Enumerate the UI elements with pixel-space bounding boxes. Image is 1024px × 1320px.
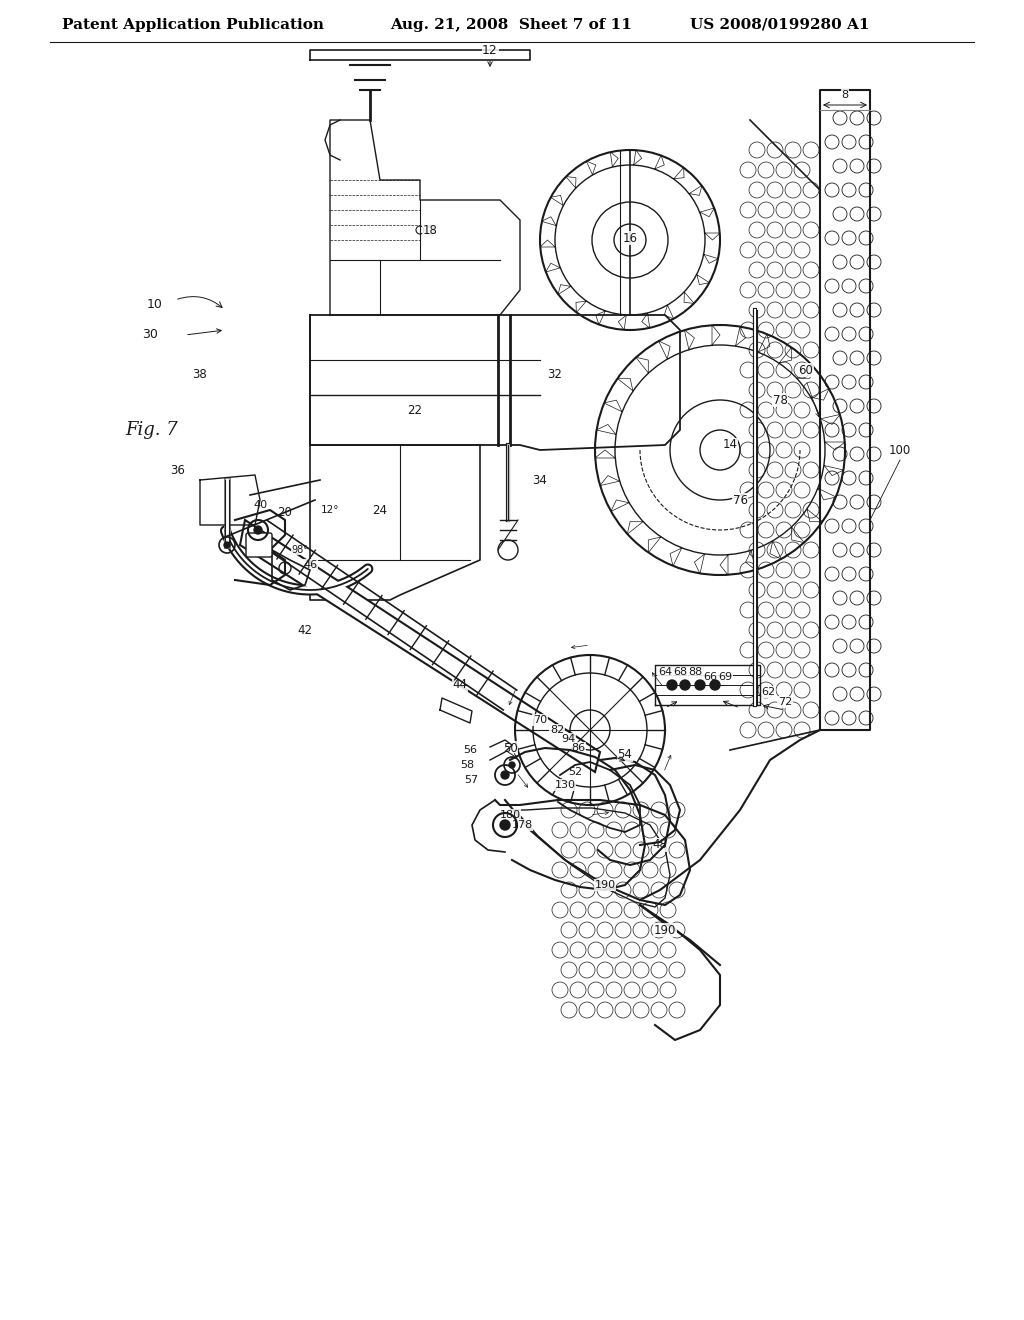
Text: 18: 18	[423, 223, 437, 236]
Text: 78: 78	[772, 393, 787, 407]
Circle shape	[509, 762, 515, 768]
Text: Patent Application Publication: Patent Application Publication	[62, 18, 324, 32]
Text: 178: 178	[511, 820, 532, 830]
Text: 62: 62	[761, 686, 775, 697]
Text: 190: 190	[653, 924, 676, 936]
Text: 12: 12	[482, 44, 498, 57]
Text: 12°: 12°	[321, 506, 339, 515]
Text: 60: 60	[799, 363, 813, 376]
Text: US 2008/0199280 A1: US 2008/0199280 A1	[690, 18, 869, 32]
Text: 66: 66	[703, 672, 717, 682]
Text: 52: 52	[568, 767, 582, 777]
Text: 40: 40	[253, 500, 267, 510]
Circle shape	[680, 680, 690, 690]
Text: 88: 88	[688, 667, 702, 677]
Text: 72: 72	[778, 697, 793, 708]
Text: Aug. 21, 2008  Sheet 7 of 11: Aug. 21, 2008 Sheet 7 of 11	[390, 18, 632, 32]
Text: 10: 10	[147, 298, 163, 312]
Text: 46: 46	[303, 560, 317, 570]
Text: 36: 36	[171, 463, 185, 477]
Polygon shape	[240, 520, 600, 772]
Text: 30: 30	[142, 329, 158, 342]
Text: 94: 94	[561, 734, 575, 744]
Text: 69: 69	[718, 672, 732, 682]
Text: 76: 76	[732, 494, 748, 507]
Circle shape	[254, 525, 262, 535]
Circle shape	[501, 771, 509, 779]
Text: 130: 130	[555, 780, 575, 789]
Text: 86: 86	[571, 743, 585, 752]
Text: 54: 54	[617, 748, 633, 762]
Text: 34: 34	[532, 474, 548, 487]
Text: 16: 16	[623, 231, 638, 244]
Text: 100: 100	[889, 444, 911, 457]
Circle shape	[667, 680, 677, 690]
Text: 58: 58	[460, 760, 474, 770]
Text: 38: 38	[193, 368, 208, 381]
Circle shape	[500, 820, 510, 830]
Text: 14: 14	[723, 438, 737, 451]
Text: 180: 180	[500, 810, 520, 820]
Text: Fig. 7: Fig. 7	[125, 421, 178, 440]
Text: 57: 57	[464, 775, 478, 785]
Text: 56: 56	[463, 744, 477, 755]
Text: 64: 64	[658, 667, 672, 677]
Text: 44: 44	[453, 678, 468, 692]
Text: 8: 8	[842, 90, 849, 100]
Text: 48: 48	[652, 838, 668, 851]
Text: 82: 82	[550, 725, 564, 735]
FancyBboxPatch shape	[246, 533, 272, 557]
Text: 190: 190	[595, 880, 615, 890]
Text: 22: 22	[408, 404, 423, 417]
Text: 70: 70	[532, 715, 547, 725]
Circle shape	[695, 680, 705, 690]
Text: 42: 42	[298, 623, 312, 636]
Circle shape	[710, 680, 720, 690]
Text: 98°: 98°	[292, 545, 308, 554]
Text: 24: 24	[373, 503, 387, 516]
Text: 50: 50	[503, 742, 517, 755]
Text: 32: 32	[548, 368, 562, 381]
Text: 68: 68	[673, 667, 687, 677]
Circle shape	[224, 543, 230, 548]
Text: 20: 20	[278, 506, 293, 519]
